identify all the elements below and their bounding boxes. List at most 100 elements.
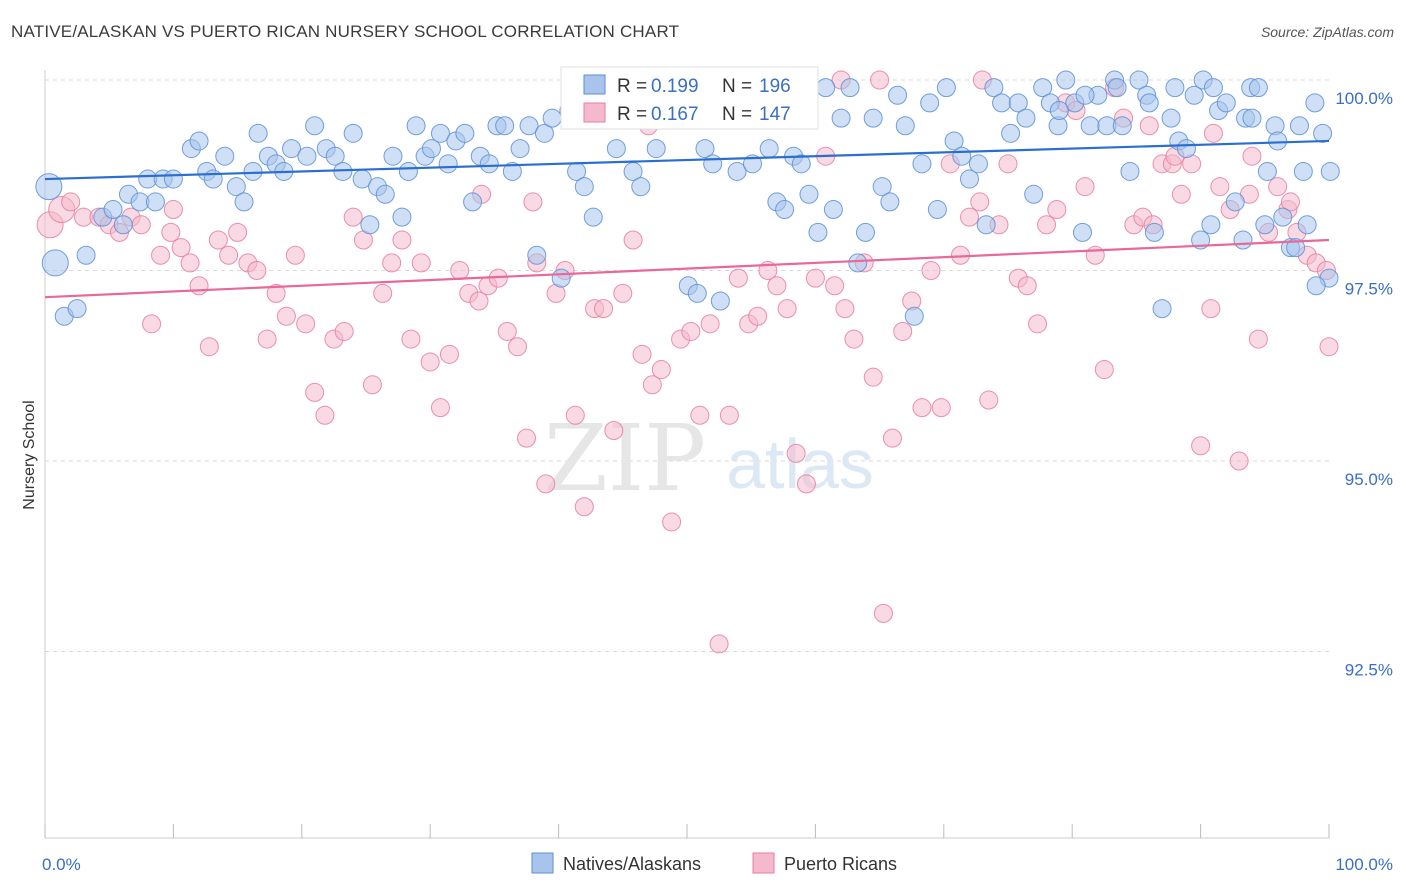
points-pink-point-22 <box>266 283 286 303</box>
points-blue-point-159 <box>1306 276 1326 296</box>
legend-r-value-2: 0.167 <box>651 104 699 125</box>
points-blue-point-0 <box>35 173 63 201</box>
points-blue-point-103 <box>912 154 932 174</box>
points-blue-point-142 <box>1225 192 1245 212</box>
points-pink-point-134 <box>1203 123 1223 143</box>
points-pink-point-33 <box>373 283 393 303</box>
points-pink-point-139 <box>870 70 890 90</box>
points-pink-point-34 <box>382 253 402 273</box>
points-pink-point-76 <box>786 443 806 463</box>
points-pink-point-96 <box>979 390 999 410</box>
points-blue-point-68 <box>631 177 651 197</box>
points-blue-point-1 <box>41 249 69 277</box>
points-blue-point-91 <box>816 78 836 98</box>
points-pink-point-144 <box>523 192 543 212</box>
points-blue-point-100 <box>888 85 908 105</box>
points-blue-point-65 <box>606 139 626 159</box>
points-pink-point-38 <box>420 352 440 372</box>
points-pink-point-135 <box>1242 146 1262 166</box>
points-blue-point-101 <box>895 116 915 136</box>
points-blue-point-165 <box>1165 78 1185 98</box>
points-pink-point-36 <box>401 329 421 349</box>
points-pink-point-65 <box>681 321 701 341</box>
chart-title: NATIVE/ALASKAN VS PUERTO RICAN NURSERY S… <box>11 22 680 41</box>
points-pink-point-17 <box>219 245 239 265</box>
points-pink-point-54 <box>574 497 594 517</box>
points-pink-point-30 <box>343 207 363 227</box>
points-blue-point-4 <box>76 245 96 265</box>
points-pink-point-60 <box>632 344 652 364</box>
watermark-atlas: atlas <box>726 425 874 503</box>
points-blue-point-38 <box>392 207 412 227</box>
points-blue-point-146 <box>1257 161 1277 181</box>
points-blue-point-118 <box>1033 78 1053 98</box>
points-pink-point-100 <box>1017 276 1037 296</box>
points-blue-point-34 <box>360 215 380 235</box>
bottom-legend-swatch-natives <box>531 852 554 874</box>
x-tick-label-max: 100.0% <box>1335 855 1393 874</box>
points-pink-point-43 <box>469 291 489 311</box>
points-blue-point-13 <box>163 169 183 189</box>
points-blue-point-27 <box>297 146 317 166</box>
points-blue-point-106 <box>936 78 956 98</box>
points-blue-point-113 <box>992 93 1012 113</box>
points-pink-point-20 <box>247 261 267 280</box>
points-blue-point-105 <box>927 200 947 220</box>
points-blue-point-158 <box>1293 161 1313 181</box>
points-pink-point-101 <box>1028 314 1048 334</box>
points-pink-point-48 <box>517 428 536 448</box>
points-pink-point-56 <box>594 299 614 319</box>
points-pink-point-8 <box>131 215 151 235</box>
points-blue-point-168 <box>1075 85 1095 105</box>
points-blue-point-128 <box>1112 116 1132 136</box>
points-pink-point-136 <box>1280 192 1300 212</box>
y-tick-label-1: 95.0% <box>1345 470 1393 489</box>
points-pink-point-46 <box>497 321 517 341</box>
y-tick-label-3: 100.0% <box>1335 89 1393 108</box>
points-blue-point-58 <box>551 268 571 288</box>
bottom-legend-swatch-puerto-ricans <box>752 852 775 874</box>
points-pink-point-40 <box>439 344 459 364</box>
points-blue-point-94 <box>840 78 860 98</box>
points-blue-point-139 <box>1201 215 1221 235</box>
points-pink-point-27 <box>315 405 335 425</box>
points-blue-point-80 <box>727 161 747 181</box>
legend-n-value-2: 147 <box>759 104 791 125</box>
points-pink-point-41 <box>450 261 470 280</box>
points-pink-point-120 <box>1210 177 1230 197</box>
points-pink-point-86 <box>882 428 902 448</box>
points-blue-point-160 <box>1320 161 1340 181</box>
points-blue-point-61 <box>574 177 594 197</box>
points-blue-point-3 <box>67 299 87 319</box>
points-blue-point-123 <box>1072 222 1092 242</box>
points-blue-point-157 <box>1286 238 1306 258</box>
points-blue-point-21 <box>243 161 263 181</box>
points-blue-point-93 <box>831 108 851 128</box>
points-pink-point-62 <box>651 360 671 380</box>
points-blue-point-11 <box>145 192 165 212</box>
points-blue-point-164 <box>1203 78 1223 98</box>
points-blue-point-15 <box>189 131 209 151</box>
points-blue-point-39 <box>398 161 418 181</box>
points-blue-point-97 <box>863 108 883 128</box>
points-blue-point-44 <box>438 154 458 174</box>
legend-r-label-1: R = <box>617 76 647 97</box>
points-pink-point-89 <box>912 398 932 418</box>
points-blue-point-141 <box>1216 93 1236 113</box>
x-tick-labels: 0.0% 100.0% <box>42 855 1393 874</box>
points-blue-point-114 <box>1001 123 1021 143</box>
points-pink-point-95 <box>970 192 990 212</box>
points-blue-point-162 <box>1268 131 1288 151</box>
legend-n-label-1: N = <box>722 76 752 97</box>
points-blue-point-102 <box>904 306 924 326</box>
points-blue-point-90 <box>808 222 828 242</box>
points-blue-point-96 <box>855 222 875 242</box>
points-pink-point-9 <box>142 314 162 334</box>
points-pink-point-119 <box>1201 299 1221 319</box>
y-tick-label-0: 92.5% <box>1345 661 1393 680</box>
points-pink-point-59 <box>623 230 643 250</box>
points-pink-point-70 <box>728 268 748 288</box>
points-blue-point-92 <box>823 200 843 220</box>
points-blue-point-30 <box>325 146 345 166</box>
